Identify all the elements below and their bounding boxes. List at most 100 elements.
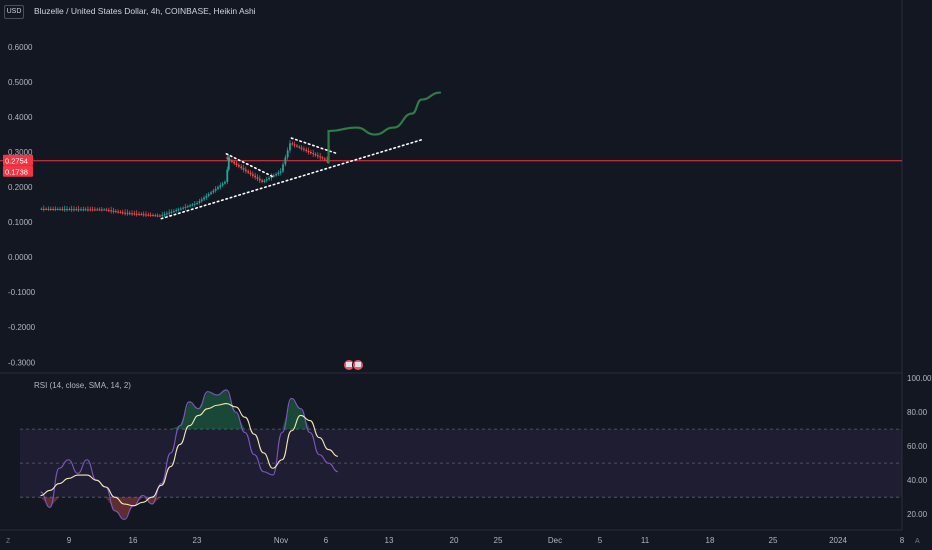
candle-body bbox=[323, 158, 326, 160]
time-tick-label: 5 bbox=[598, 536, 603, 545]
event-markers[interactable] bbox=[343, 359, 364, 371]
candle-body bbox=[224, 181, 226, 184]
price-series[interactable] bbox=[40, 139, 329, 219]
time-tick-label: 16 bbox=[129, 536, 138, 545]
rsi-tick-label: 60.00 bbox=[907, 442, 928, 451]
candle-body bbox=[227, 157, 230, 170]
candle-body bbox=[226, 157, 229, 159]
candle-body bbox=[121, 212, 124, 214]
candle-body bbox=[237, 165, 240, 167]
currency-badge[interactable]: USD bbox=[4, 5, 24, 19]
candle-body bbox=[184, 206, 187, 208]
candle-body bbox=[119, 211, 122, 213]
resistance-line bbox=[225, 153, 274, 178]
candle-body bbox=[307, 150, 310, 153]
candle-body bbox=[291, 143, 294, 145]
candle-body bbox=[172, 210, 175, 212]
candle-body bbox=[263, 180, 266, 182]
candle-body bbox=[128, 213, 131, 215]
candle-body bbox=[156, 215, 159, 217]
candle-body bbox=[75, 209, 78, 211]
candle-body bbox=[205, 195, 208, 198]
candle-body bbox=[80, 209, 82, 211]
candle-body bbox=[289, 143, 291, 151]
candle-body bbox=[275, 173, 277, 176]
candle-body bbox=[177, 209, 180, 211]
time-tick-label: 8 bbox=[900, 536, 905, 545]
projection-path bbox=[327, 91, 442, 164]
candle-body bbox=[133, 213, 136, 215]
candle-body bbox=[126, 212, 129, 214]
candle-body bbox=[196, 202, 198, 204]
time-tick-label: 2024 bbox=[829, 536, 847, 545]
candle-body bbox=[305, 149, 308, 151]
candle-body bbox=[193, 203, 196, 205]
candle-body bbox=[244, 169, 247, 172]
candle-body bbox=[235, 163, 238, 166]
rsi-bands bbox=[20, 428, 902, 498]
candle-body bbox=[42, 208, 45, 210]
event-marker-flag bbox=[355, 362, 361, 367]
candle-body bbox=[312, 153, 315, 155]
candle-body bbox=[82, 209, 85, 211]
candle-body bbox=[66, 209, 68, 211]
candle-body bbox=[68, 209, 71, 211]
rsi-tick-label: 80.00 bbox=[907, 408, 928, 417]
price-tick-label: -0.1000 bbox=[8, 288, 36, 297]
candle-body bbox=[107, 209, 110, 211]
candle-body bbox=[293, 144, 296, 146]
support-trendline bbox=[160, 139, 423, 220]
candle-body bbox=[272, 175, 275, 177]
candle-body bbox=[147, 214, 150, 216]
candle-body bbox=[316, 155, 319, 157]
candle-body bbox=[203, 197, 205, 200]
time-tick-label: Dec bbox=[548, 536, 562, 545]
candle-body bbox=[168, 212, 171, 214]
candle-body bbox=[100, 209, 103, 211]
candle-body bbox=[207, 194, 210, 196]
candle-body bbox=[165, 213, 168, 215]
candle-body bbox=[52, 208, 54, 210]
candle-body bbox=[277, 172, 280, 174]
time-tick-label: 13 bbox=[385, 536, 394, 545]
candle-body bbox=[131, 213, 133, 215]
candle-body bbox=[96, 209, 99, 211]
candle-body bbox=[73, 209, 75, 211]
candle-body bbox=[91, 209, 94, 211]
candle-body bbox=[284, 157, 287, 165]
candle-body bbox=[110, 210, 113, 212]
rsi-line bbox=[40, 389, 338, 520]
second-price-badge bbox=[3, 165, 33, 177]
candle-body bbox=[242, 168, 245, 170]
candle-body bbox=[87, 209, 89, 211]
candle-body bbox=[93, 209, 96, 211]
candle-body bbox=[265, 179, 268, 181]
price-tick-label: 0.6000 bbox=[8, 43, 33, 52]
candle-body bbox=[163, 214, 166, 216]
candle-body bbox=[240, 166, 243, 169]
price-tick-label: 0.3000 bbox=[8, 148, 33, 157]
symbol-title[interactable]: Bluzelle / United States Dollar, 4h, COI… bbox=[34, 6, 256, 16]
candle-body bbox=[247, 171, 250, 173]
candle-body bbox=[210, 192, 212, 195]
rsi-title[interactable]: RSI (14, close, SMA, 14, 2) bbox=[34, 381, 131, 390]
candle-body bbox=[142, 214, 145, 216]
candle-body bbox=[84, 209, 87, 211]
time-tick-label: 23 bbox=[193, 536, 202, 545]
price-tick-label: 0.2000 bbox=[8, 183, 33, 192]
candle-body bbox=[47, 208, 50, 210]
candle-body bbox=[105, 209, 108, 211]
candle-body bbox=[319, 156, 322, 158]
candle-body bbox=[114, 211, 117, 213]
axes[interactable]: 0.6000 0.5000 0.4000 0.3000 0.2000 0.1000 0.00… bbox=[3, 43, 932, 545]
drawing-annotations[interactable] bbox=[160, 91, 442, 220]
candle-body bbox=[321, 157, 324, 159]
resistance-line bbox=[290, 137, 339, 155]
auto-scale-icon: A bbox=[915, 538, 920, 545]
candle-body bbox=[77, 209, 80, 211]
candle-body bbox=[59, 209, 61, 211]
event-marker-icon[interactable] bbox=[352, 359, 364, 371]
candle-body bbox=[226, 169, 229, 182]
candle-body bbox=[231, 160, 233, 162]
time-tick-label: 25 bbox=[494, 536, 503, 545]
